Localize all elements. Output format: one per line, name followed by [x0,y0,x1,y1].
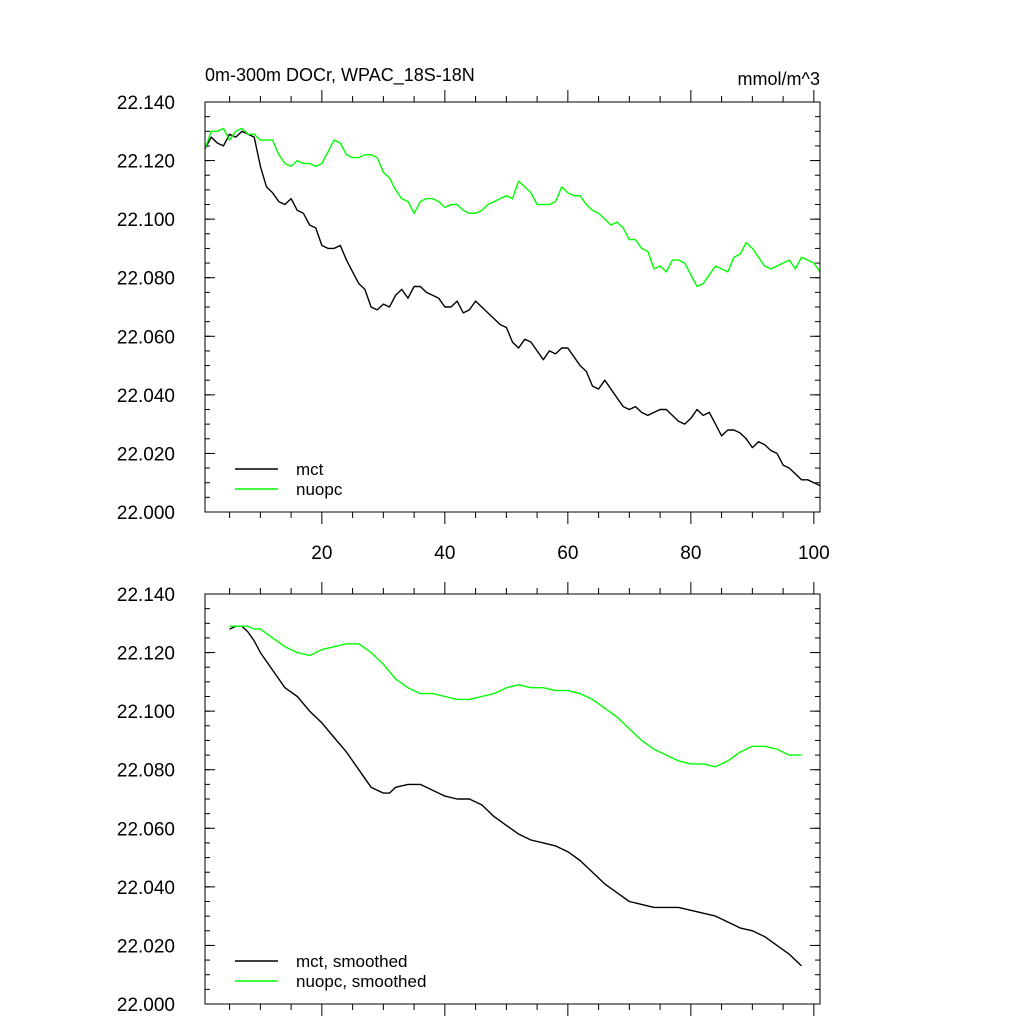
legend-label: mct, smoothed [296,952,408,971]
x-tick-label: 20 [311,543,332,564]
y-tick-label: 22.020 [117,936,175,957]
legend-label: nuopc [296,480,343,499]
y-tick-label: 22.120 [117,644,175,665]
y-tick-label: 22.060 [117,327,175,348]
y-tick-label: 22.040 [117,386,175,407]
plot-series [229,625,802,967]
bottom-chart-panel: 22.000 22.020 22.040 22.060 22.080 22.100 22.1… [117,582,821,1016]
x-tick-label: 60 [557,543,578,564]
y-tick-label: 22.000 [117,995,175,1016]
plot-frame [204,593,821,1005]
legend-label: mct [296,460,324,479]
chart-title: 0m-300m DOCr, WPAC_18S-18N [205,65,475,86]
series-line-nuopc-smoothed [229,625,802,768]
y-tick-label: 22.100 [117,702,175,723]
x-tick-label: 40 [434,543,455,564]
series-line-mct-smoothed [229,625,802,967]
y-tick-label: 22.040 [117,878,175,899]
chart-units-label: mmol/m^3 [738,69,820,89]
series-line-nuopc [204,127,821,288]
y-tick-label: 22.080 [117,269,175,290]
axis-ticks: 22.000 22.020 22.040 22.060 22.080 22.100 22.1… [117,90,830,564]
y-tick-label: 22.020 [117,444,175,465]
series-line-mct [204,130,821,487]
y-tick-label: 22.140 [117,585,175,606]
x-tick-label: 80 [680,543,701,564]
y-tick-label: 22.000 [117,503,175,524]
y-tick-label: 22.140 [117,93,175,114]
y-tick-label: 22.120 [117,152,175,173]
legend-label: nuopc, smoothed [296,972,426,991]
y-tick-label: 22.080 [117,761,175,782]
plot-series [204,127,821,487]
x-tick-label: 100 [798,543,830,564]
top-chart-panel: 0m-300m DOCr, WPAC_18S-18N mmol/m^3 22.0… [117,65,830,564]
axis-ticks: 22.000 22.020 22.040 22.060 22.080 22.100 22.1… [117,582,820,1016]
plot-frame [204,101,821,513]
y-tick-label: 22.100 [117,210,175,231]
y-tick-label: 22.060 [117,819,175,840]
